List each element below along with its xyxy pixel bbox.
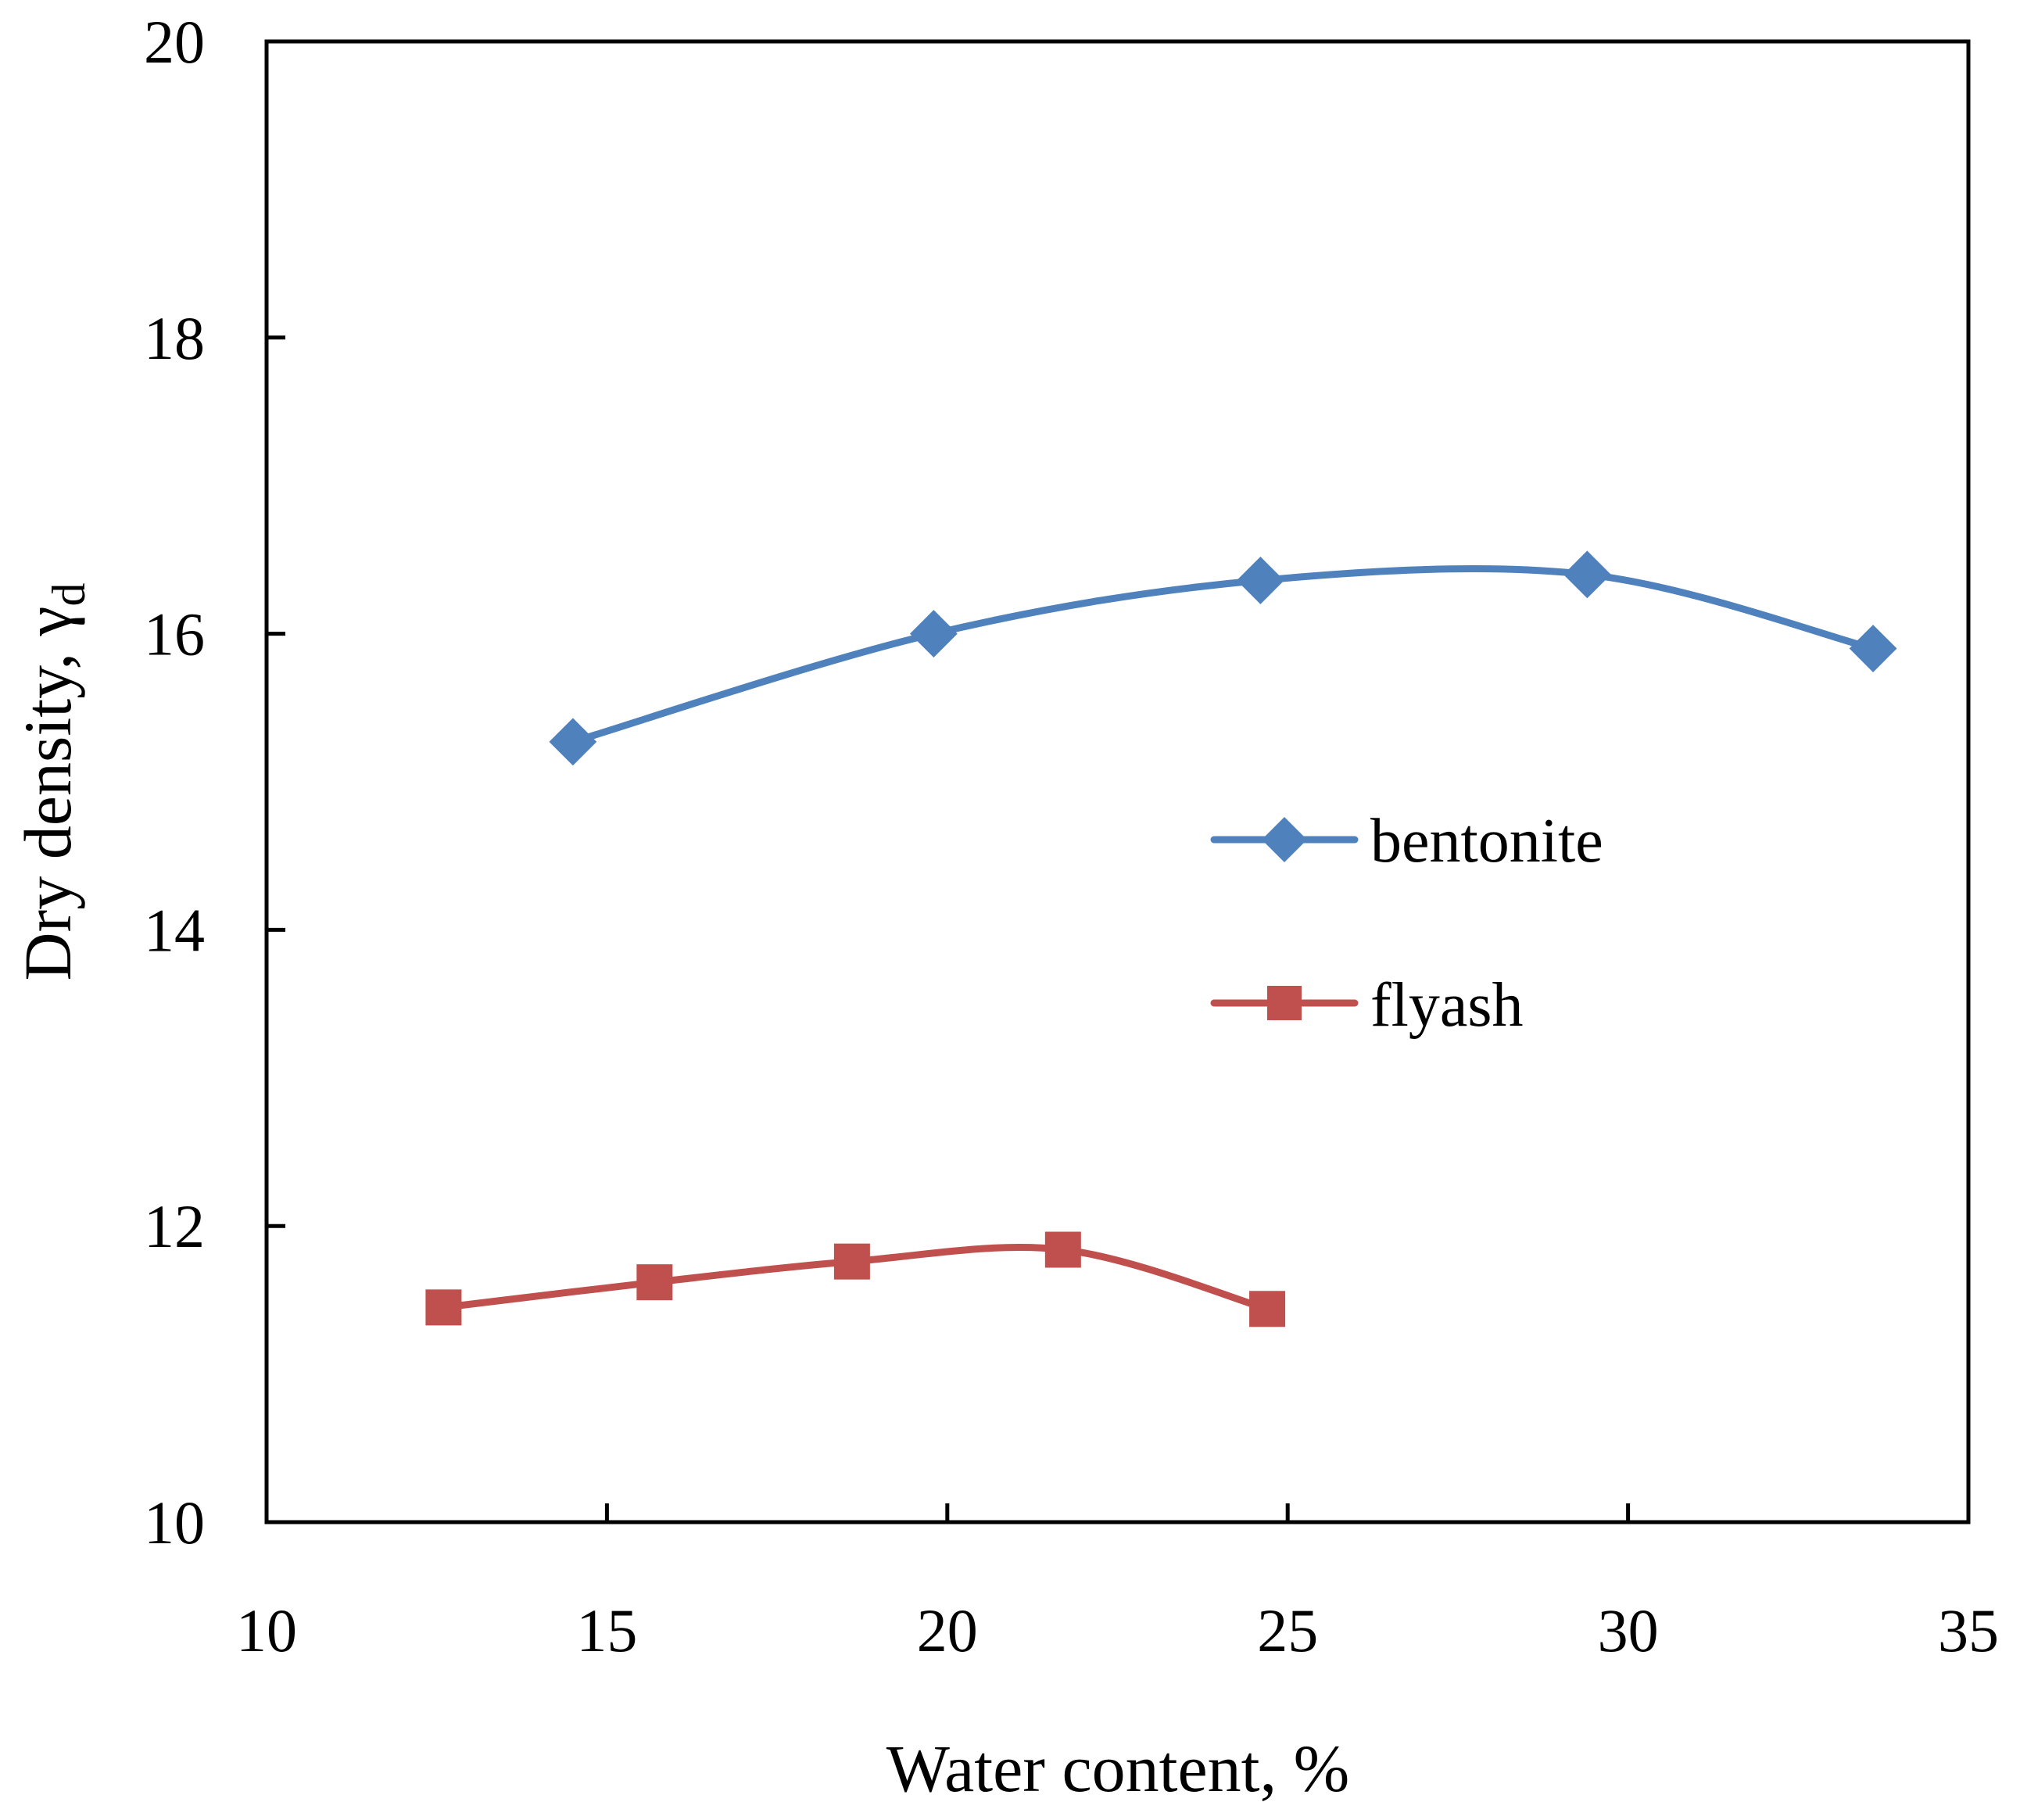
series-flyash	[425, 1231, 1286, 1327]
data-point-bentonite	[909, 610, 958, 658]
y-tick-label: 16	[144, 600, 205, 668]
x-tick-label: 25	[1257, 1596, 1318, 1664]
data-point-flyash	[1044, 1231, 1081, 1268]
x-tick-label: 15	[576, 1596, 637, 1664]
legend-label-bentonite: bentonite	[1370, 807, 1603, 876]
y-tick-label: 18	[144, 304, 205, 372]
x-tick-label: 20	[917, 1596, 978, 1664]
x-tick-label: 35	[1938, 1596, 1999, 1664]
series-layer	[425, 550, 1897, 1327]
plot-area-frame	[264, 39, 1971, 1524]
x-tick-label: 30	[1598, 1596, 1659, 1664]
legend: bentonite flyash	[1210, 807, 1603, 1040]
data-point-bentonite	[1236, 557, 1284, 604]
data-point-flyash	[1249, 1291, 1286, 1327]
data-point-flyash	[833, 1243, 870, 1280]
y-axis-title-main: Dry density, γ	[10, 606, 85, 980]
y-tick-label: 14	[144, 896, 205, 964]
legend-marker-bentonite	[1262, 817, 1307, 862]
data-point-bentonite	[1563, 550, 1611, 599]
legend-label-flyash: flyash	[1370, 971, 1524, 1040]
x-axis-title: Water content, %	[886, 1731, 1349, 1806]
legend-marker-flyash	[1267, 986, 1302, 1020]
ticks-layer	[267, 335, 1631, 1522]
data-point-flyash	[425, 1289, 462, 1326]
y-axis-title-subscript: d	[43, 582, 95, 606]
y-tick-label: 10	[144, 1489, 205, 1557]
data-point-flyash	[636, 1264, 673, 1301]
y-axis-title: Dry density, γd	[10, 582, 95, 980]
series-bentonite	[549, 550, 1897, 766]
x-tick-label: 10	[236, 1596, 297, 1664]
labels-layer: 10 15 20 25 30 35 10 12 14 16 18 20	[144, 8, 1999, 1664]
data-point-bentonite	[1849, 625, 1897, 672]
y-tick-label: 12	[144, 1192, 205, 1260]
y-tick-label: 20	[144, 8, 205, 76]
data-point-bentonite	[549, 718, 597, 766]
